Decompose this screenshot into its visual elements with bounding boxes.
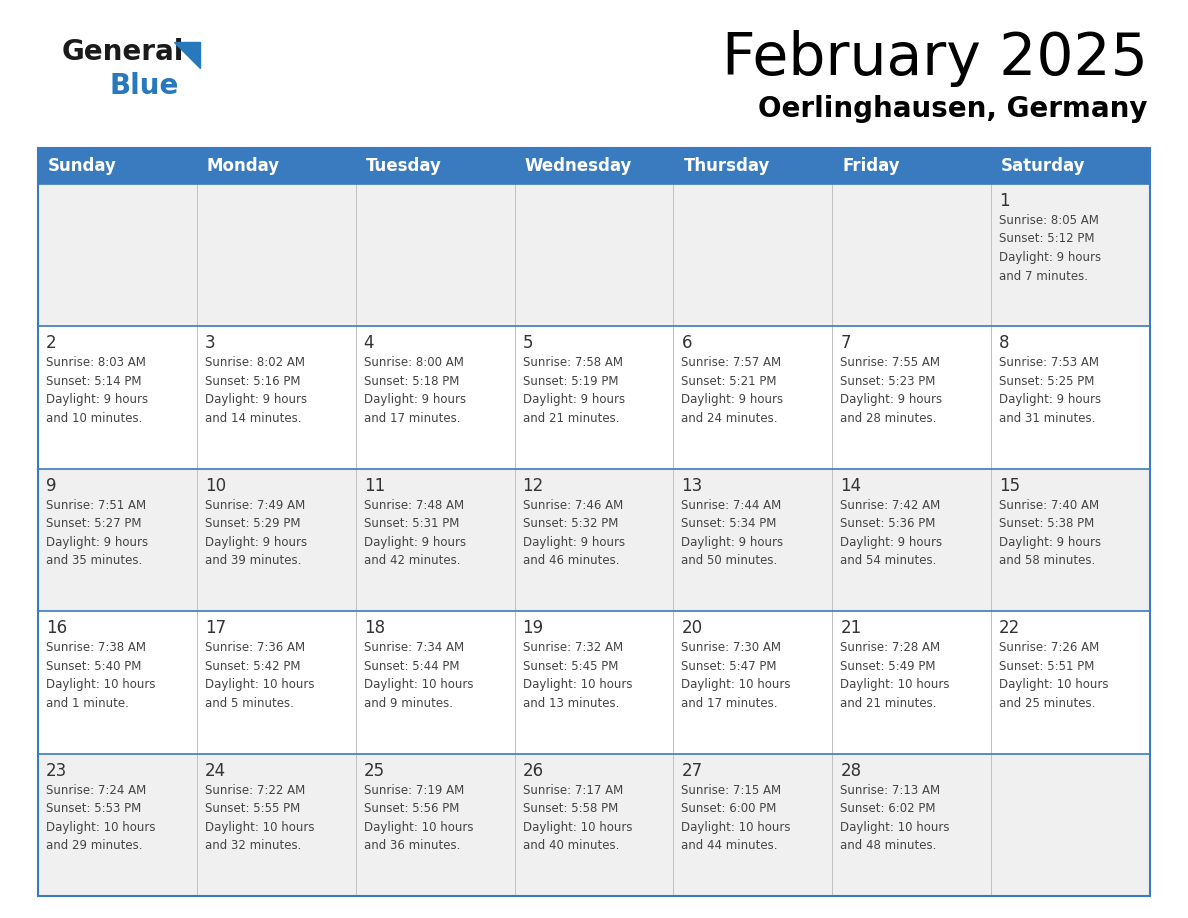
Bar	[38, 327, 1150, 469]
Text: Sunrise: 7:53 AM
Sunset: 5:25 PM
Daylight: 9 hours
and 31 minutes.: Sunrise: 7:53 AM Sunset: 5:25 PM Dayligh…	[999, 356, 1101, 425]
Text: Friday: Friday	[842, 157, 901, 175]
Text: 16: 16	[46, 620, 68, 637]
Text: 19: 19	[523, 620, 544, 637]
Text: 22: 22	[999, 620, 1020, 637]
Text: 12: 12	[523, 476, 544, 495]
Text: Sunrise: 7:44 AM
Sunset: 5:34 PM
Daylight: 9 hours
and 50 minutes.: Sunrise: 7:44 AM Sunset: 5:34 PM Dayligh…	[682, 498, 784, 567]
Text: Sunrise: 7:32 AM
Sunset: 5:45 PM
Daylight: 10 hours
and 13 minutes.: Sunrise: 7:32 AM Sunset: 5:45 PM Dayligh…	[523, 641, 632, 710]
Text: 9: 9	[46, 476, 57, 495]
Text: Wednesday: Wednesday	[525, 157, 632, 175]
Text: 20: 20	[682, 620, 702, 637]
Text: 18: 18	[364, 620, 385, 637]
Text: Sunrise: 8:00 AM
Sunset: 5:18 PM
Daylight: 9 hours
and 17 minutes.: Sunrise: 8:00 AM Sunset: 5:18 PM Dayligh…	[364, 356, 466, 425]
Text: Sunrise: 7:51 AM
Sunset: 5:27 PM
Daylight: 9 hours
and 35 minutes.: Sunrise: 7:51 AM Sunset: 5:27 PM Dayligh…	[46, 498, 148, 567]
Text: 13: 13	[682, 476, 702, 495]
Bar	[38, 611, 1150, 754]
Text: 27: 27	[682, 762, 702, 779]
Text: Sunrise: 7:38 AM
Sunset: 5:40 PM
Daylight: 10 hours
and 1 minute.: Sunrise: 7:38 AM Sunset: 5:40 PM Dayligh…	[46, 641, 156, 710]
Polygon shape	[173, 42, 200, 68]
Bar	[38, 469, 1150, 611]
Bar	[38, 754, 1150, 896]
Text: Sunrise: 7:34 AM
Sunset: 5:44 PM
Daylight: 10 hours
and 9 minutes.: Sunrise: 7:34 AM Sunset: 5:44 PM Dayligh…	[364, 641, 473, 710]
Text: Sunrise: 7:28 AM
Sunset: 5:49 PM
Daylight: 10 hours
and 21 minutes.: Sunrise: 7:28 AM Sunset: 5:49 PM Dayligh…	[840, 641, 949, 710]
Text: 24: 24	[204, 762, 226, 779]
Bar	[38, 148, 1150, 184]
Text: Saturday: Saturday	[1001, 157, 1086, 175]
Text: Sunrise: 7:17 AM
Sunset: 5:58 PM
Daylight: 10 hours
and 40 minutes.: Sunrise: 7:17 AM Sunset: 5:58 PM Dayligh…	[523, 784, 632, 852]
Bar	[38, 148, 1150, 896]
Text: 1: 1	[999, 192, 1010, 210]
Text: Sunrise: 8:05 AM
Sunset: 5:12 PM
Daylight: 9 hours
and 7 minutes.: Sunrise: 8:05 AM Sunset: 5:12 PM Dayligh…	[999, 214, 1101, 283]
Text: 17: 17	[204, 620, 226, 637]
Text: Sunrise: 8:03 AM
Sunset: 5:14 PM
Daylight: 9 hours
and 10 minutes.: Sunrise: 8:03 AM Sunset: 5:14 PM Dayligh…	[46, 356, 148, 425]
Text: Sunrise: 7:58 AM
Sunset: 5:19 PM
Daylight: 9 hours
and 21 minutes.: Sunrise: 7:58 AM Sunset: 5:19 PM Dayligh…	[523, 356, 625, 425]
Text: February 2025: February 2025	[722, 30, 1148, 87]
Text: Sunday: Sunday	[48, 157, 116, 175]
Bar	[38, 184, 1150, 327]
Text: 21: 21	[840, 620, 861, 637]
Text: Sunrise: 7:19 AM
Sunset: 5:56 PM
Daylight: 10 hours
and 36 minutes.: Sunrise: 7:19 AM Sunset: 5:56 PM Dayligh…	[364, 784, 473, 852]
Text: 15: 15	[999, 476, 1020, 495]
Text: 8: 8	[999, 334, 1010, 353]
Text: Sunrise: 7:13 AM
Sunset: 6:02 PM
Daylight: 10 hours
and 48 minutes.: Sunrise: 7:13 AM Sunset: 6:02 PM Dayligh…	[840, 784, 949, 852]
Text: Sunrise: 7:22 AM
Sunset: 5:55 PM
Daylight: 10 hours
and 32 minutes.: Sunrise: 7:22 AM Sunset: 5:55 PM Dayligh…	[204, 784, 315, 852]
Text: Sunrise: 7:15 AM
Sunset: 6:00 PM
Daylight: 10 hours
and 44 minutes.: Sunrise: 7:15 AM Sunset: 6:00 PM Dayligh…	[682, 784, 791, 852]
Text: 11: 11	[364, 476, 385, 495]
Text: 3: 3	[204, 334, 215, 353]
Text: 6: 6	[682, 334, 691, 353]
Text: Sunrise: 7:30 AM
Sunset: 5:47 PM
Daylight: 10 hours
and 17 minutes.: Sunrise: 7:30 AM Sunset: 5:47 PM Dayligh…	[682, 641, 791, 710]
Text: Sunrise: 7:48 AM
Sunset: 5:31 PM
Daylight: 9 hours
and 42 minutes.: Sunrise: 7:48 AM Sunset: 5:31 PM Dayligh…	[364, 498, 466, 567]
Text: Sunrise: 8:02 AM
Sunset: 5:16 PM
Daylight: 9 hours
and 14 minutes.: Sunrise: 8:02 AM Sunset: 5:16 PM Dayligh…	[204, 356, 307, 425]
Text: General: General	[62, 38, 184, 66]
Text: Sunrise: 7:46 AM
Sunset: 5:32 PM
Daylight: 9 hours
and 46 minutes.: Sunrise: 7:46 AM Sunset: 5:32 PM Dayligh…	[523, 498, 625, 567]
Text: Sunrise: 7:42 AM
Sunset: 5:36 PM
Daylight: 9 hours
and 54 minutes.: Sunrise: 7:42 AM Sunset: 5:36 PM Dayligh…	[840, 498, 942, 567]
Text: Oerlinghausen, Germany: Oerlinghausen, Germany	[758, 95, 1148, 123]
Text: Thursday: Thursday	[683, 157, 770, 175]
Text: Tuesday: Tuesday	[366, 157, 442, 175]
Text: 4: 4	[364, 334, 374, 353]
Text: 23: 23	[46, 762, 68, 779]
Text: Sunrise: 7:55 AM
Sunset: 5:23 PM
Daylight: 9 hours
and 28 minutes.: Sunrise: 7:55 AM Sunset: 5:23 PM Dayligh…	[840, 356, 942, 425]
Text: Sunrise: 7:40 AM
Sunset: 5:38 PM
Daylight: 9 hours
and 58 minutes.: Sunrise: 7:40 AM Sunset: 5:38 PM Dayligh…	[999, 498, 1101, 567]
Text: Blue: Blue	[110, 72, 179, 100]
Text: 5: 5	[523, 334, 533, 353]
Text: 2: 2	[46, 334, 57, 353]
Text: 26: 26	[523, 762, 544, 779]
Text: 7: 7	[840, 334, 851, 353]
Text: Monday: Monday	[207, 157, 280, 175]
Text: 10: 10	[204, 476, 226, 495]
Text: 25: 25	[364, 762, 385, 779]
Text: Sunrise: 7:26 AM
Sunset: 5:51 PM
Daylight: 10 hours
and 25 minutes.: Sunrise: 7:26 AM Sunset: 5:51 PM Dayligh…	[999, 641, 1108, 710]
Text: 14: 14	[840, 476, 861, 495]
Text: Sunrise: 7:24 AM
Sunset: 5:53 PM
Daylight: 10 hours
and 29 minutes.: Sunrise: 7:24 AM Sunset: 5:53 PM Dayligh…	[46, 784, 156, 852]
Text: 28: 28	[840, 762, 861, 779]
Text: Sunrise: 7:36 AM
Sunset: 5:42 PM
Daylight: 10 hours
and 5 minutes.: Sunrise: 7:36 AM Sunset: 5:42 PM Dayligh…	[204, 641, 315, 710]
Text: Sunrise: 7:49 AM
Sunset: 5:29 PM
Daylight: 9 hours
and 39 minutes.: Sunrise: 7:49 AM Sunset: 5:29 PM Dayligh…	[204, 498, 307, 567]
Text: Sunrise: 7:57 AM
Sunset: 5:21 PM
Daylight: 9 hours
and 24 minutes.: Sunrise: 7:57 AM Sunset: 5:21 PM Dayligh…	[682, 356, 784, 425]
